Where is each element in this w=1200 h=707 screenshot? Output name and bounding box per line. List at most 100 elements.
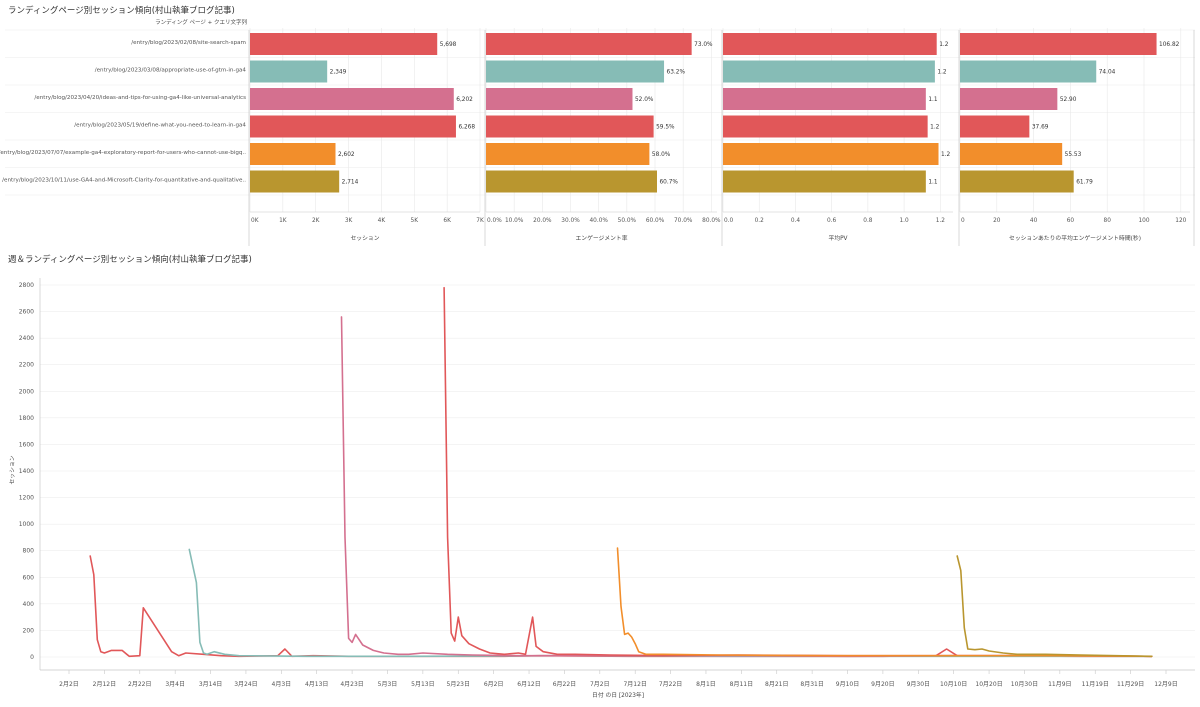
y-tick-label: 2400 <box>19 335 34 342</box>
bar <box>723 115 928 138</box>
category-label: /entry/blog/2023/03/08/appropriate-use-o… <box>95 68 247 74</box>
x-tick-label: 0.2 <box>755 218 765 224</box>
bar-data-label: 73.0% <box>694 42 713 48</box>
y-tick-label: 1000 <box>19 521 34 528</box>
x-tick-label: 2月12日 <box>93 681 116 688</box>
bar <box>250 33 438 55</box>
x-tick-label: 2月2日 <box>59 681 79 688</box>
bar <box>723 170 926 193</box>
bar-data-label: 37.69 <box>1032 125 1049 131</box>
row-header: ランディング ページ + クエリ文字列 <box>155 18 247 26</box>
y-axis-title: セッション <box>9 455 16 484</box>
bar <box>250 88 454 110</box>
x-tick-label: 9月20日 <box>871 681 894 688</box>
x-tick-label: 0.6 <box>827 218 837 224</box>
y-tick-label: 400 <box>23 601 35 608</box>
x-tick-label: 8月1日 <box>696 681 716 688</box>
bar <box>723 143 939 165</box>
x-tick-label: 4月13日 <box>305 681 328 688</box>
bar-data-label: 106.82 <box>1159 42 1180 48</box>
bar <box>960 60 1097 83</box>
bar <box>960 33 1157 55</box>
x-tick-label: 4K <box>378 218 386 224</box>
bar-data-label: 63.2% <box>667 70 686 76</box>
series-line <box>616 547 1153 658</box>
x-tick-label: 3K <box>345 218 353 224</box>
x-tick-label: 10.0% <box>505 218 524 224</box>
bar-data-label: 1.1 <box>928 180 938 186</box>
y-tick-label: 2800 <box>19 282 34 289</box>
bar <box>486 60 665 83</box>
bar-data-label: 58.0% <box>652 152 671 158</box>
x-tick-label: 1.0 <box>899 218 909 224</box>
x-tick-label: 0.4 <box>791 218 801 224</box>
series-line <box>956 555 1153 658</box>
y-tick-label: 0 <box>30 654 34 661</box>
bar <box>486 143 650 165</box>
bar <box>723 88 926 110</box>
bar-charts-panel: ランディング ページ + クエリ文字列/entry/blog/2023/02/0… <box>0 18 1195 246</box>
x-tick-label: 100 <box>1138 218 1149 224</box>
y-tick-label: 600 <box>23 574 35 581</box>
x-tick-label: 11月19日 <box>1082 681 1109 688</box>
x-tick-label: 3月4日 <box>165 681 185 688</box>
x-tick-label: 3月24日 <box>234 681 257 688</box>
bar <box>486 170 657 193</box>
x-axis-title: 平均PV <box>828 234 847 242</box>
x-tick-label: 10月10日 <box>940 681 967 688</box>
bar <box>960 143 1063 165</box>
bar-data-label: 5,698 <box>440 42 457 48</box>
x-tick-label: 7K <box>476 218 484 224</box>
x-tick-label: 0.8 <box>863 218 873 224</box>
top-chart-title: ランディングページ別セッション傾向(村山執筆ブログ記事) <box>8 6 235 16</box>
bar-data-label: 2,714 <box>342 180 359 186</box>
x-tick-label: 5月13日 <box>411 681 434 688</box>
x-tick-label: 0.0% <box>487 218 502 224</box>
x-tick-label: 2月22日 <box>128 681 151 688</box>
bar-data-label: 60.7% <box>659 180 678 186</box>
x-tick-label: 80 <box>1104 218 1112 224</box>
x-tick-label: 7月12日 <box>623 681 646 688</box>
bar-data-label: 61.79 <box>1076 180 1093 186</box>
x-axis-title: 日付 の日 [2023年] <box>592 691 644 699</box>
bottom-chart-title: 週＆ランディングページ別セッション傾向(村山執筆ブログ記事) <box>8 255 252 265</box>
x-tick-label: 6K <box>443 218 451 224</box>
bar <box>250 143 336 165</box>
y-tick-label: 800 <box>23 548 35 555</box>
y-tick-label: 1800 <box>19 415 34 422</box>
x-tick-label: 60.0% <box>646 218 665 224</box>
bar-data-label: 1.2 <box>930 125 940 131</box>
bar-data-label: 2,349 <box>330 70 347 76</box>
x-tick-label: 20.0% <box>533 218 552 224</box>
x-tick-label: 6月2日 <box>484 681 504 688</box>
bar <box>723 33 937 55</box>
x-tick-label: 12月9日 <box>1154 681 1177 688</box>
x-tick-label: 60 <box>1067 218 1075 224</box>
bar-data-label: 6,268 <box>458 125 475 131</box>
bar <box>960 88 1058 110</box>
x-tick-label: 8月11日 <box>730 681 753 688</box>
x-tick-label: 10月30日 <box>1011 681 1038 688</box>
x-tick-label: 7月2日 <box>590 681 610 688</box>
bar-data-label: 74.04 <box>1099 70 1116 76</box>
y-tick-label: 2600 <box>19 309 34 316</box>
category-label: /entry/blog/2023/05/19/define-what-you-n… <box>74 123 246 129</box>
y-tick-label: 2200 <box>19 362 34 369</box>
bar-data-label: 55.53 <box>1065 152 1082 158</box>
series-line <box>443 286 1153 658</box>
x-tick-label: 8月31日 <box>800 681 823 688</box>
x-tick-label: 0K <box>251 218 259 224</box>
category-label: /entry/blog/2023/07/07/example-ga4-explo… <box>0 150 246 156</box>
x-tick-label: 8月21日 <box>765 681 788 688</box>
bar <box>486 88 633 110</box>
y-tick-label: 1200 <box>19 495 34 502</box>
x-tick-label: 30.0% <box>561 218 580 224</box>
bar <box>250 60 328 83</box>
x-tick-label: 20 <box>993 218 1001 224</box>
x-tick-label: 70.0% <box>674 218 693 224</box>
x-tick-label: 4月3日 <box>272 681 292 688</box>
x-tick-label: 9月30日 <box>907 681 930 688</box>
y-tick-label: 200 <box>23 627 35 634</box>
x-tick-label: 4月23日 <box>340 681 363 688</box>
y-tick-label: 1400 <box>19 468 34 475</box>
